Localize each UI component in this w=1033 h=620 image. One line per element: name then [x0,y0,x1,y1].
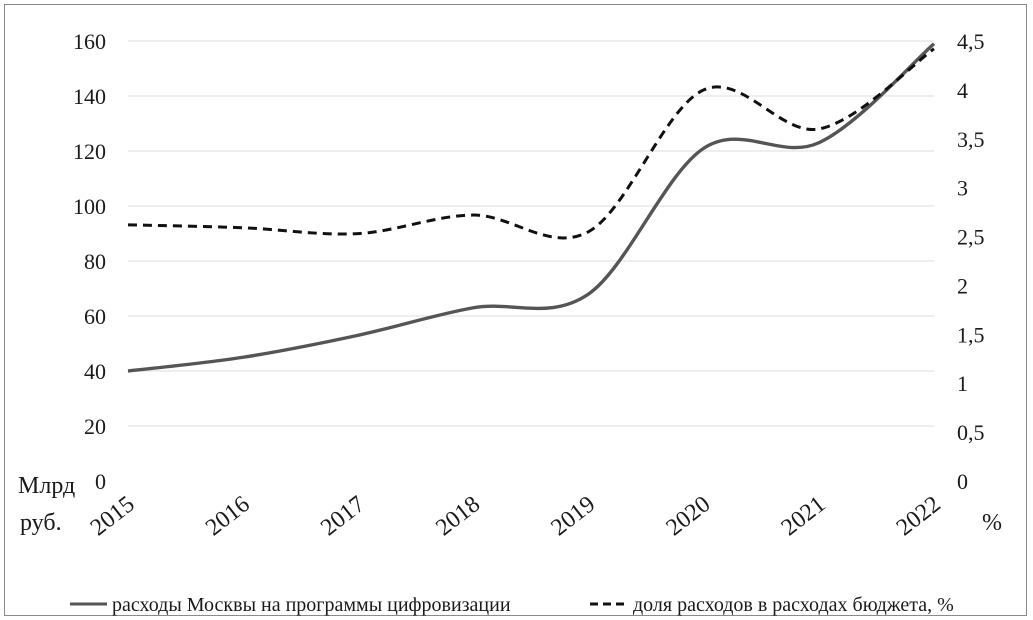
right-tick-label: 1,5 [957,322,985,347]
left-axis-label-line2: руб. [20,510,62,536]
x-axis-ticks: 2015 2016 2017 2018 2019 2020 2021 2022 [86,491,946,541]
left-tick-label: 80 [84,249,106,274]
series-line-0 [127,42,936,373]
x-tick-label: 2018 [431,491,485,541]
right-tick-label: 4 [957,78,968,103]
legend-entry-0: расходы Москвы на программы цифровизации [112,594,511,616]
right-tick-label: 3,5 [957,127,985,152]
left-tick-label: 20 [84,414,106,439]
legend-entry-1: доля расходов в расходах бюджета, % [633,594,954,616]
left-axis-label-line1: Млрд [18,473,75,499]
right-tick-label: 2 [957,273,968,298]
x-tick-label: 2015 [86,491,140,541]
x-tick-label: 2019 [546,491,600,541]
left-tick-label: 40 [84,359,106,384]
right-tick-label: 0 [957,469,968,494]
x-tick-label: 2021 [777,491,831,541]
left-tick-label: 120 [73,139,106,164]
x-tick-label: 2017 [316,491,370,541]
left-tick-label: 100 [73,194,106,219]
left-tick-label: 60 [84,304,106,329]
right-axis-ticks: 0 0,5 1 1,5 2 2,5 3 3,5 4 4,5 [957,29,985,494]
series-line-1 [127,47,935,240]
series-lines [127,42,936,373]
left-tick-label: 160 [73,29,106,54]
right-axis-label: % [982,510,1002,536]
chart-frame [4,4,1027,616]
left-tick-label: 0 [95,469,106,494]
right-tick-label: 0,5 [957,420,985,445]
left-tick-label: 140 [73,84,106,109]
right-tick-label: 3 [957,176,968,201]
x-tick-label: 2020 [662,491,716,541]
x-tick-label: 2016 [201,491,255,541]
legend: расходы Москвы на программы цифровизации… [70,594,954,616]
right-tick-label: 4,5 [957,29,985,54]
right-tick-label: 1 [957,371,968,396]
x-tick-label: 2022 [892,491,946,541]
gridlines [128,40,934,427]
left-axis-ticks: 0 20 40 60 80 100 120 140 160 [73,29,106,494]
right-tick-label: 2,5 [957,225,985,250]
